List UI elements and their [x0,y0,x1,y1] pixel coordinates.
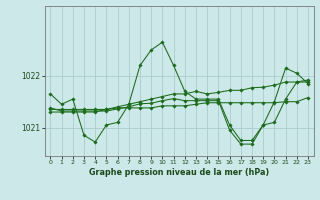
X-axis label: Graphe pression niveau de la mer (hPa): Graphe pression niveau de la mer (hPa) [89,168,269,177]
